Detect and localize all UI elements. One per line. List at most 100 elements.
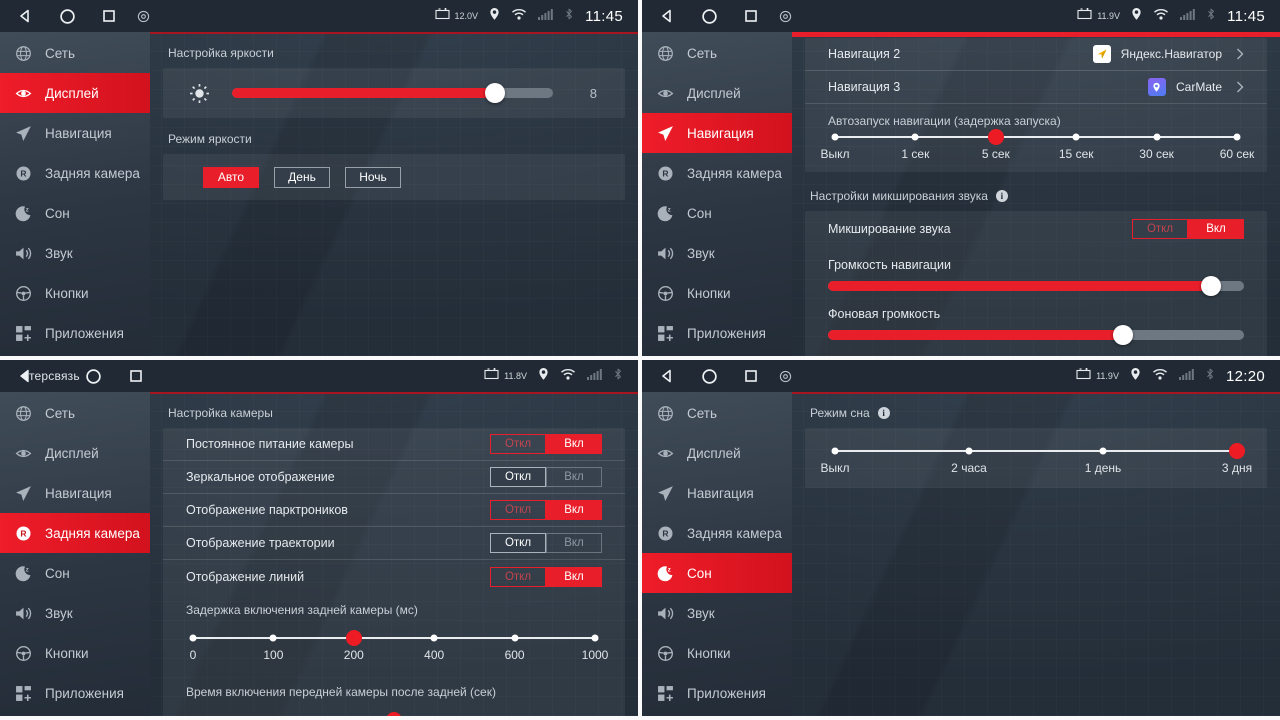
sidebar-item-apps[interactable]: Приложения [642,673,792,713]
toggle-off-button[interactable]: Откл [490,566,546,587]
sidebar-item-sound[interactable]: Звук [0,593,150,633]
sidebar-item-sleep[interactable]: z Сон [642,553,792,593]
step-dot[interactable] [1099,447,1107,455]
recents-icon[interactable] [741,366,761,386]
home-icon[interactable] [84,366,104,386]
toggle-on-button[interactable]: Вкл [546,467,602,487]
sidebar-item-sound[interactable]: Звук [0,233,150,273]
recents-icon[interactable] [126,366,146,386]
sidebar-item-sleep[interactable]: z Сон [0,193,150,233]
toggle-on-button[interactable]: Вкл [546,434,602,454]
clock: 11:45 [585,7,623,25]
sidebar-item-display[interactable]: Дисплей [0,433,150,473]
step-dot[interactable] [189,634,197,642]
recents-icon[interactable] [741,6,761,26]
sidebar-item-apps[interactable]: Приложения [0,313,150,353]
sidebar-item-navigation[interactable]: Навигация [642,473,792,513]
steering-wheel-icon [657,645,674,662]
sidebar-item-display[interactable]: Дисплей [0,73,150,113]
recents-icon[interactable] [99,6,119,26]
sidebar-item-network[interactable]: Сеть [0,393,150,433]
wifi-network-name: терсвязь [29,369,80,383]
apps-grid-icon [657,325,674,342]
app-indicator-icon [137,10,150,23]
home-icon[interactable] [699,6,719,26]
home-icon[interactable] [699,366,719,386]
sidebar-item-buttons[interactable]: Кнопки [642,273,792,313]
info-icon[interactable]: i [877,407,890,419]
step-dot[interactable] [591,634,599,642]
sidebar-item-network[interactable]: Сеть [642,33,792,73]
step-dot[interactable] [965,447,973,455]
sidebar-item-buttons[interactable]: Кнопки [642,633,792,673]
step-dot[interactable] [1072,133,1080,141]
sidebar-item-apps[interactable]: Приложения [0,673,150,713]
step-dot[interactable] [1153,133,1161,141]
toggle-off-button[interactable]: Откл [1132,219,1188,239]
step-dot[interactable] [911,133,919,141]
toggle-on-button[interactable]: Вкл [546,533,602,553]
sleep-mode-stepper[interactable]: Выкл 2 часа 1 день 3 дня [820,442,1252,482]
nav3-row[interactable]: Навигация 3 CarMate [805,71,1267,104]
front-camera-stepper[interactable]: Выкл 10 15 20 60 [193,711,595,716]
sidebar-item-apps[interactable]: Приложения [642,313,792,353]
mode-day-button[interactable]: День [274,166,330,188]
back-icon[interactable] [657,366,677,386]
toggle-on-button[interactable]: Вкл [546,500,602,520]
toggle-on-button[interactable]: Вкл [1188,219,1244,239]
sidebar-item-rear-camera[interactable]: R Задняя камера [642,513,792,553]
sidebar-item-navigation[interactable]: Навигация [0,113,150,153]
svg-text:R: R [20,168,26,178]
camera-delay-stepper[interactable]: 0 100 200 400 600 1000 [189,629,608,669]
sidebar-item-label: Кнопки [45,645,89,661]
sidebar-item-display[interactable]: Дисплей [642,433,792,473]
toggle-off-button[interactable]: Откл [490,533,546,553]
step-dot-selected[interactable] [386,712,402,716]
info-icon[interactable]: i [995,190,1008,202]
sidebar-item-network[interactable]: Сеть [642,393,792,433]
toggle-off-button[interactable]: Откл [490,434,546,454]
step-dot[interactable] [831,133,839,141]
sidebar-item-rear-camera[interactable]: R Задняя камера [0,153,150,193]
settings-sidebar: Сеть Дисплей Навигация R Задняя камера z С… [642,32,792,356]
brightness-slider-thumb[interactable] [485,83,506,103]
bg-volume-slider[interactable] [828,325,1244,345]
sidebar-item-sound[interactable]: Звук [642,593,792,633]
autostart-stepper[interactable]: Выкл 1 сек 5 сек 15 сек 30 сек 60 сек [820,128,1254,168]
sidebar-item-sleep[interactable]: z Сон [0,553,150,593]
sidebar-item-network[interactable]: Сеть [0,33,150,73]
sidebar-item-navigation[interactable]: Навигация [642,113,792,153]
back-icon[interactable] [15,366,35,386]
toggle-off-button[interactable]: Откл [490,500,546,520]
back-icon[interactable] [657,6,677,26]
step-dot-selected[interactable] [345,630,362,646]
back-icon[interactable] [15,6,35,26]
step-dot-selected[interactable] [987,129,1004,145]
nav-volume-thumb[interactable] [1200,276,1221,296]
nav-volume-slider[interactable] [828,276,1244,296]
step-dot[interactable] [511,634,519,642]
step-dot[interactable] [269,634,277,642]
mode-night-button[interactable]: Ночь [345,166,401,188]
sidebar-item-sound[interactable]: Звук [642,233,792,273]
step-dot[interactable] [831,447,839,455]
sidebar-item-buttons[interactable]: Кнопки [0,273,150,313]
step-dot[interactable] [430,634,438,642]
nav2-row[interactable]: Навигация 2 Яндекс.Навигатор [805,38,1267,71]
sidebar-item-buttons[interactable]: Кнопки [0,633,150,673]
brightness-slider[interactable] [232,83,553,103]
sidebar-item-rear-camera[interactable]: R Задняя камера [642,153,792,193]
home-icon[interactable] [57,6,77,26]
bg-volume-thumb[interactable] [1113,325,1134,345]
sidebar-item-display[interactable]: Дисплей [642,73,792,113]
steering-wheel-icon [15,645,32,662]
sidebar-item-navigation[interactable]: Навигация [0,473,150,513]
sidebar-item-rear-camera[interactable]: R Задняя камера [0,513,150,553]
mode-auto-button[interactable]: Авто [203,166,259,188]
step-dot-selected[interactable] [1229,443,1245,459]
toggle-off-button[interactable]: Откл [490,467,546,487]
step-dot[interactable] [1233,133,1241,141]
sidebar-item-sleep[interactable]: z Сон [642,193,792,233]
toggle-on-button[interactable]: Вкл [546,566,602,587]
moon-icon: z [15,205,32,222]
